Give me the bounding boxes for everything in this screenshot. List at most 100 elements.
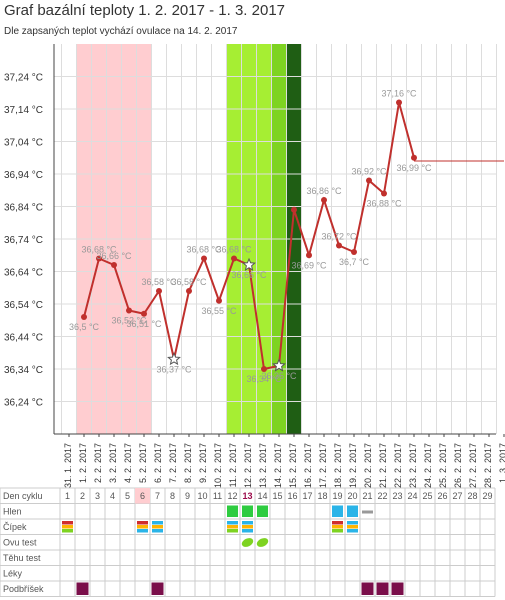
temperature-point[interactable]: [231, 255, 237, 262]
temperature-point[interactable]: [321, 197, 327, 203]
cycle-day-number[interactable]: 9: [185, 491, 190, 501]
mucus-marker[interactable]: [242, 505, 253, 518]
cycle-day-number[interactable]: 24: [407, 491, 417, 501]
mucus-marker[interactable]: [362, 510, 373, 514]
cervix-marker[interactable]: [152, 525, 163, 529]
abdomen-marker[interactable]: [151, 582, 164, 596]
cervix-marker[interactable]: [137, 529, 148, 533]
x-tick-label: 25. 2. 2017: [438, 443, 448, 488]
cycle-day-number[interactable]: 27: [452, 491, 462, 501]
x-tick-label: 13. 2. 2017: [258, 443, 268, 488]
table-row-label: Hlen: [3, 507, 22, 517]
cervix-marker[interactable]: [137, 525, 148, 529]
mucus-marker[interactable]: [332, 505, 343, 518]
cervix-marker[interactable]: [242, 529, 253, 533]
temperature-point[interactable]: [216, 297, 222, 304]
cycle-day-number[interactable]: 22: [377, 491, 387, 501]
cycle-day-number[interactable]: 1: [65, 491, 70, 501]
cycle-day-number[interactable]: 15: [272, 491, 282, 501]
x-tick-label: 1. 3. 2017: [498, 443, 505, 483]
cervix-marker[interactable]: [347, 521, 358, 525]
cycle-day-number[interactable]: 21: [362, 491, 372, 501]
x-tick-label: 23. 2. 2017: [408, 443, 418, 488]
cervix-marker[interactable]: [332, 525, 343, 529]
mucus-marker[interactable]: [227, 505, 238, 518]
x-tick-label: 14. 2. 2017: [273, 443, 283, 488]
temperature-star-point[interactable]: [272, 358, 286, 372]
cycle-day-number[interactable]: 25: [422, 491, 432, 501]
cervix-marker[interactable]: [227, 521, 238, 525]
cycle-day-number[interactable]: 2: [80, 491, 85, 501]
cervix-marker[interactable]: [242, 525, 253, 529]
cervix-marker[interactable]: [242, 521, 253, 525]
temperature-point[interactable]: [336, 242, 342, 249]
cycle-day-number[interactable]: 28: [467, 491, 477, 501]
mucus-marker[interactable]: [347, 505, 358, 518]
cervix-marker[interactable]: [347, 529, 358, 533]
cycle-day-number[interactable]: 8: [170, 491, 175, 501]
temperature-point[interactable]: [411, 154, 417, 161]
temperature-point[interactable]: [381, 190, 387, 197]
cycle-day-number[interactable]: 7: [155, 491, 160, 501]
cycle-day-number[interactable]: 26: [437, 491, 447, 501]
cervix-marker[interactable]: [62, 525, 73, 529]
cycle-day-number[interactable]: 4: [110, 491, 115, 501]
table-row-label: Těhu test: [3, 553, 41, 563]
cycle-day-number[interactable]: 20: [347, 491, 357, 501]
abdomen-marker[interactable]: [361, 582, 374, 596]
y-tick-label: 36,24 °C: [4, 398, 43, 409]
cycle-day-number[interactable]: 18: [317, 491, 327, 501]
cervix-marker[interactable]: [332, 529, 343, 533]
x-tick-label: 22. 2. 2017: [393, 443, 403, 488]
temperature-point[interactable]: [366, 177, 372, 184]
ovulation-test-leaf-icon[interactable]: [255, 536, 269, 548]
cervix-marker[interactable]: [137, 521, 148, 525]
abdomen-marker[interactable]: [76, 582, 89, 596]
cycle-day-number[interactable]: 17: [302, 491, 312, 501]
temperature-point[interactable]: [306, 252, 312, 259]
temperature-point[interactable]: [201, 255, 207, 262]
mucus-marker[interactable]: [257, 505, 268, 518]
ovulation-test-leaf-icon[interactable]: [240, 536, 254, 548]
temperature-point[interactable]: [141, 310, 147, 317]
temperature-point[interactable]: [126, 307, 132, 314]
temperature-point[interactable]: [111, 262, 117, 268]
cycle-day-number[interactable]: 14: [257, 491, 267, 501]
data-label: 36,92 °C: [351, 167, 387, 177]
cervix-marker[interactable]: [227, 525, 238, 529]
cycle-day-number[interactable]: 19: [332, 491, 342, 501]
data-label: 36,7 °C: [339, 257, 370, 267]
cervix-marker[interactable]: [332, 521, 343, 525]
cycle-day-number[interactable]: 3: [95, 491, 100, 501]
temperature-point[interactable]: [396, 99, 402, 106]
cycle-day-number[interactable]: 13: [242, 491, 252, 501]
temperature-point[interactable]: [96, 255, 102, 262]
cycle-day-number[interactable]: 10: [197, 491, 207, 501]
x-tick-label: 8. 2. 2017: [183, 443, 193, 483]
cervix-marker[interactable]: [347, 525, 358, 529]
temperature-point[interactable]: [81, 314, 87, 320]
cervix-marker[interactable]: [227, 529, 238, 533]
temperature-point[interactable]: [351, 249, 357, 255]
temperature-point[interactable]: [261, 366, 267, 372]
cervix-marker[interactable]: [152, 529, 163, 533]
cycle-day-number[interactable]: 5: [125, 491, 130, 501]
cervix-marker[interactable]: [152, 521, 163, 525]
abdomen-marker[interactable]: [376, 582, 389, 596]
temperature-star-point[interactable]: [242, 257, 256, 271]
temperature-point[interactable]: [186, 288, 192, 294]
cervix-marker[interactable]: [62, 521, 73, 525]
cycle-day-number[interactable]: 12: [227, 491, 237, 501]
cycle-day-number[interactable]: 6: [140, 491, 145, 501]
abdomen-marker[interactable]: [391, 582, 404, 596]
cycle-day-number[interactable]: 23: [392, 491, 402, 501]
cervix-marker[interactable]: [62, 529, 73, 533]
temperature-point[interactable]: [291, 206, 297, 213]
cycle-day-number[interactable]: 29: [482, 491, 492, 501]
cycle-day-number[interactable]: 16: [287, 491, 297, 501]
x-tick-label: 18. 2. 2017: [333, 443, 343, 488]
temperature-star-point[interactable]: [167, 352, 181, 366]
cycle-day-number[interactable]: 11: [213, 491, 222, 501]
temperature-point[interactable]: [156, 288, 162, 294]
